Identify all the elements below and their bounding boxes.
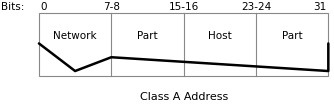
Text: 0: 0 bbox=[41, 2, 47, 12]
Text: Network: Network bbox=[53, 31, 97, 41]
Text: Bits:: Bits: bbox=[1, 2, 24, 12]
Text: 31: 31 bbox=[313, 2, 327, 12]
Bar bbox=[39, 13, 328, 76]
Text: Part: Part bbox=[282, 31, 303, 41]
Text: 15-16: 15-16 bbox=[169, 2, 199, 12]
Text: Host: Host bbox=[208, 31, 232, 41]
Text: Class A Address: Class A Address bbox=[140, 92, 228, 102]
Text: 23-24: 23-24 bbox=[241, 2, 271, 12]
Text: Part: Part bbox=[137, 31, 158, 41]
Text: 7-8: 7-8 bbox=[103, 2, 120, 12]
